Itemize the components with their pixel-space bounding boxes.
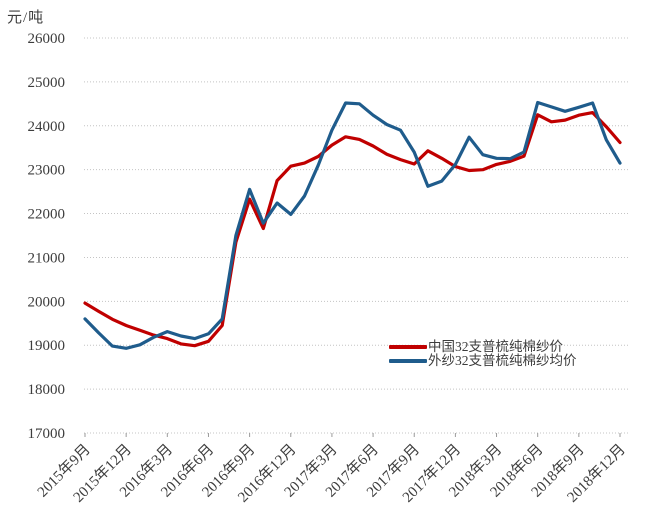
y-axis-tick-label: 26000 [28,31,66,47]
y-axis-unit-label: 元/吨 [7,10,45,26]
y-axis-tick-label: 24000 [28,119,66,135]
y-axis-tick-label: 22000 [28,207,66,223]
series-line-china-yarn [83,110,622,348]
legend-item-foreign: 外纱32支普梳纯棉纱均价 [389,354,577,368]
y-axis-tick-label: 23000 [28,163,66,179]
chart-legend: 中国32支普梳纯棉纱价 外纱32支普梳纯棉纱均价 [389,340,577,368]
legend-item-china: 中国32支普梳纯棉纱价 [389,340,577,354]
y-axis-tick-label: 17000 [28,426,66,442]
series-line-foreign-yarn [83,100,622,350]
y-axis-tick-label: 25000 [28,75,66,91]
legend-line-swatch-china [389,345,427,349]
y-axis-tick-label: 21000 [28,250,66,266]
legend-line-swatch-foreign [389,359,427,363]
y-axis-tick-label: 18000 [28,382,66,398]
legend-label-foreign: 外纱32支普梳纯棉纱均价 [428,353,577,368]
legend-label-china: 中国32支普梳纯棉纱价 [428,339,563,354]
y-axis-tick-label: 19000 [28,338,66,354]
y-axis-tick-label: 20000 [28,294,66,310]
